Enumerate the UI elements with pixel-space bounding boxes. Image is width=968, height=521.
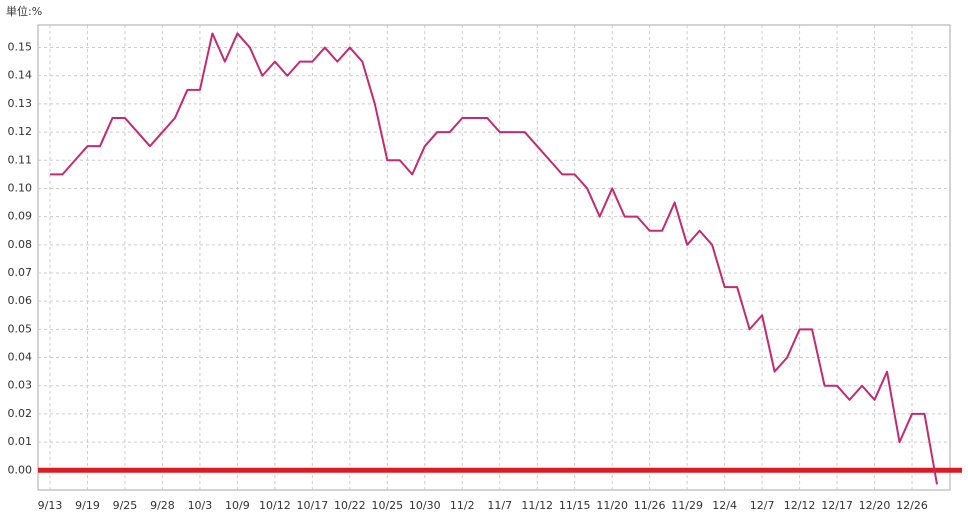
y-tick-label: 0.07 bbox=[8, 266, 33, 279]
y-axis-label: 単位:% bbox=[6, 4, 42, 18]
y-tick-label: 0.14 bbox=[8, 69, 33, 82]
y-tick-label: 0.15 bbox=[8, 41, 33, 54]
x-tick-label: 11/7 bbox=[487, 499, 512, 512]
plot-area bbox=[37, 24, 951, 491]
y-tick-label: 0.06 bbox=[8, 294, 33, 307]
y-tick-label: 0.01 bbox=[8, 435, 33, 448]
y-tick-label: 0.09 bbox=[8, 210, 33, 223]
y-tick-label: 0.08 bbox=[8, 238, 33, 251]
y-tick-label: 0.00 bbox=[8, 463, 33, 476]
x-tick-label: 11/15 bbox=[559, 499, 591, 512]
data-line bbox=[50, 32, 938, 485]
y-tick-label: 0.11 bbox=[8, 153, 33, 166]
x-tick-label: 10/25 bbox=[371, 499, 403, 512]
x-tick-label: 9/19 bbox=[75, 499, 100, 512]
y-tick-label: 0.10 bbox=[8, 181, 33, 194]
x-tick-label: 11/12 bbox=[521, 499, 553, 512]
x-tick-label: 12/7 bbox=[750, 499, 775, 512]
x-tick-label: 11/26 bbox=[634, 499, 666, 512]
y-tick-label: 0.13 bbox=[8, 97, 33, 110]
x-tick-label: 10/22 bbox=[334, 499, 366, 512]
y-tick-label: 0.04 bbox=[8, 351, 33, 364]
x-tick-label: 10/3 bbox=[188, 499, 213, 512]
x-tick-label: 10/12 bbox=[259, 499, 291, 512]
x-tick-label: 9/28 bbox=[150, 499, 175, 512]
y-tick-label: 0.03 bbox=[8, 379, 33, 392]
x-tick-label: 9/13 bbox=[38, 499, 63, 512]
x-tick-label: 10/9 bbox=[225, 499, 250, 512]
x-tick-label: 10/30 bbox=[409, 499, 441, 512]
y-tick-label: 0.02 bbox=[8, 407, 33, 420]
x-tick-label: 11/2 bbox=[450, 499, 475, 512]
x-tick-label: 12/26 bbox=[896, 499, 928, 512]
x-tick-label: 11/29 bbox=[671, 499, 703, 512]
x-tick-label: 12/17 bbox=[821, 499, 853, 512]
x-tick-label: 12/20 bbox=[859, 499, 891, 512]
x-tick-label: 12/4 bbox=[712, 499, 737, 512]
y-tick-label: 0.05 bbox=[8, 322, 33, 335]
x-tick-label: 10/17 bbox=[297, 499, 329, 512]
x-tick-label: 11/20 bbox=[596, 499, 628, 512]
x-tick-label: 12/12 bbox=[784, 499, 816, 512]
y-tick-label: 0.12 bbox=[8, 125, 33, 138]
x-tick-label: 9/25 bbox=[113, 499, 138, 512]
